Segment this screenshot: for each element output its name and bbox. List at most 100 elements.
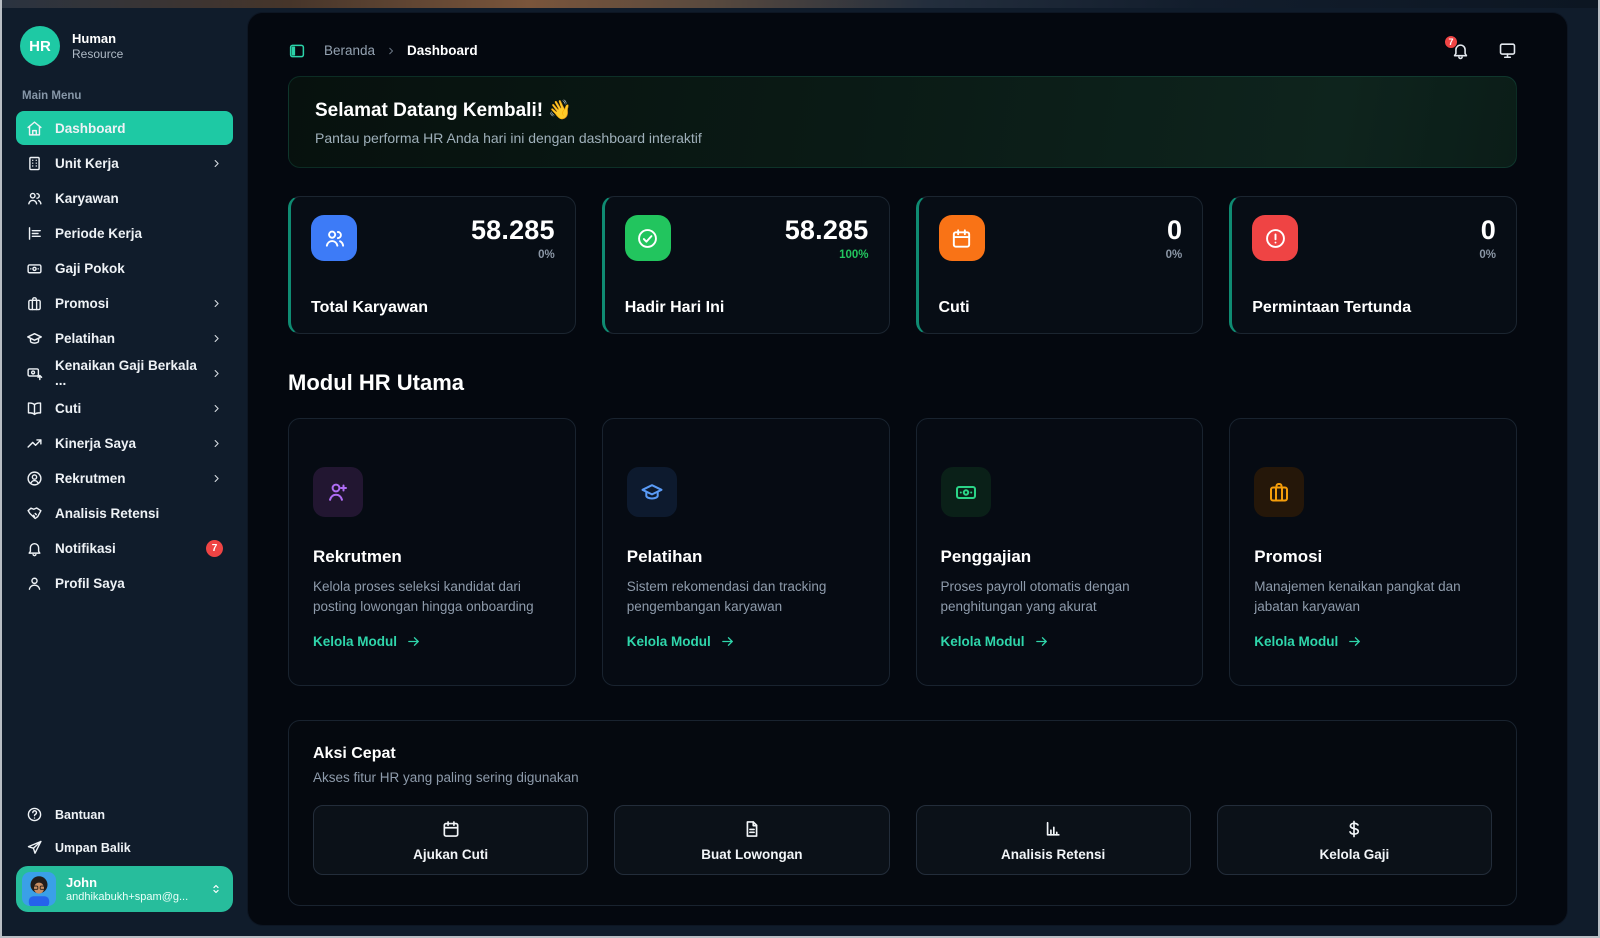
- sidebar-item-gaji-pokok[interactable]: Gaji Pokok: [16, 251, 233, 285]
- book-open-icon: [26, 400, 43, 417]
- arrow-right-icon: [406, 634, 421, 649]
- module-desc: Sistem rekomendasi dan tracking pengemba…: [626, 579, 827, 615]
- sidebar-item-periode-kerja[interactable]: Periode Kerja: [16, 216, 233, 250]
- briefcase-icon: [1254, 467, 1305, 517]
- module-link-rekrutmen[interactable]: Kelola Modul: [313, 634, 551, 649]
- banknote-icon: [940, 467, 991, 517]
- module-card-promosi: Promosi Manajemen kenaikan pangkat dan j…: [1229, 418, 1517, 686]
- module-title: Penggajian: [940, 547, 1032, 566]
- sidebar-item-label: Karyawan: [55, 190, 119, 206]
- help-circle-icon: [26, 806, 43, 823]
- brand: HR Human Resource: [16, 22, 233, 86]
- stat-card-hadir-hari-ini: 58.285 100% Hadir Hari Ini: [601, 196, 890, 334]
- sidebar-item-label: Profil Saya: [55, 575, 125, 591]
- quick-action-buat-lowongan[interactable]: Buat Lowongan: [614, 805, 890, 875]
- chevron-right-icon: [210, 402, 223, 415]
- stat-label: Permintaan Tertunda: [1252, 299, 1412, 316]
- sidebar-item-label: Promosi: [55, 295, 110, 311]
- module-title: Rekrutmen: [313, 547, 402, 566]
- users-icon: [26, 190, 43, 207]
- sidebar-item-kinerja-saya[interactable]: Kinerja Saya: [16, 426, 233, 460]
- breadcrumb-home[interactable]: Beranda: [324, 43, 376, 58]
- content-panel: Beranda Dashboard 7: [247, 12, 1568, 926]
- monitor-icon: [1498, 41, 1517, 60]
- display-mode-button[interactable]: [1498, 41, 1517, 60]
- quick-actions-title: Aksi Cepat: [313, 745, 396, 762]
- top-bar: Beranda Dashboard 7: [288, 35, 1517, 60]
- chevrons-up-down-icon: [209, 882, 223, 896]
- sidebar-item-label: Analisis Retensi: [55, 505, 160, 521]
- quick-action-label: Kelola Gaji: [1319, 846, 1390, 862]
- stat-label: Hadir Hari Ini: [624, 299, 725, 316]
- arrow-right-icon: [720, 634, 735, 649]
- quick-action-kelola-gaji[interactable]: Kelola Gaji: [1216, 805, 1492, 875]
- notification-count-badge: 7: [1444, 35, 1458, 49]
- bar-chart-icon: [1043, 819, 1063, 839]
- stat-card-permintaan-tertunda: 0 0% Permintaan Tertunda: [1229, 196, 1517, 334]
- stat-percent: 0%: [1165, 249, 1183, 261]
- quick-action-analisis-retensi[interactable]: Analisis Retensi: [915, 805, 1191, 875]
- brand-line2: Resource: [72, 47, 124, 62]
- dollar-icon: [1344, 819, 1364, 839]
- sidebar-item-notifikasi[interactable]: Notifikasi 7: [16, 531, 233, 565]
- sidebar-item-karyawan[interactable]: Karyawan: [16, 181, 233, 215]
- modules-row: Rekrutmen Kelola proses seleksi kandidat…: [288, 418, 1517, 686]
- chevron-right-icon: [210, 157, 223, 170]
- sidebar-item-dashboard[interactable]: Dashboard: [16, 111, 233, 145]
- quick-action-ajukan-cuti[interactable]: Ajukan Cuti: [313, 805, 589, 875]
- notifications-button[interactable]: 7: [1444, 35, 1470, 60]
- module-link-penggajian[interactable]: Kelola Modul: [941, 634, 1179, 649]
- trending-up-icon: [26, 435, 43, 452]
- module-title: Pelatihan: [626, 547, 703, 566]
- quick-actions-subtitle: Akses fitur HR yang paling sering diguna…: [313, 770, 579, 785]
- sidebar-item-kenaikan-gaji[interactable]: Kenaikan Gaji Berkala ...: [16, 356, 233, 390]
- stat-value: 58.285: [784, 215, 869, 245]
- module-link-pelatihan[interactable]: Kelola Modul: [627, 634, 865, 649]
- user-plus-icon: [313, 467, 363, 517]
- module-desc: Manajemen kenaikan pangkat dan jabatan k…: [1254, 579, 1461, 615]
- sidebar-item-cuti[interactable]: Cuti: [16, 391, 233, 425]
- user-menu[interactable]: John andhikabukh+spam@g...: [16, 866, 233, 912]
- sidebar-item-label: Rekrutmen: [55, 470, 126, 486]
- quick-action-label: Ajukan Cuti: [413, 846, 489, 862]
- bell-icon: [26, 540, 43, 557]
- sidebar-item-label: Gaji Pokok: [55, 260, 125, 276]
- sidebar-item-label: Pelatihan: [55, 330, 116, 346]
- briefcase-icon: [26, 295, 43, 312]
- sidebar-item-analisis-retensi[interactable]: Analisis Retensi: [16, 496, 233, 530]
- sidebar-item-profil-saya[interactable]: Profil Saya: [16, 566, 233, 600]
- chevron-right-icon: [210, 332, 223, 345]
- sidebar-item-unit-kerja[interactable]: Unit Kerja: [16, 146, 233, 180]
- module-link-label: Kelola Modul: [1254, 633, 1339, 649]
- quick-action-label: Buat Lowongan: [701, 846, 803, 862]
- quick-action-label: Analisis Retensi: [1000, 846, 1106, 862]
- module-card-penggajian: Penggajian Proses payroll otomatis denga…: [915, 418, 1204, 686]
- module-desc: Kelola proses seleksi kandidat dari post…: [313, 579, 534, 615]
- chevron-right-icon: [385, 45, 397, 57]
- module-link-promosi[interactable]: Kelola Modul: [1254, 634, 1492, 649]
- sidebar-item-rekrutmen[interactable]: Rekrutmen: [16, 461, 233, 495]
- graduation-cap-icon: [26, 330, 43, 347]
- stat-value: 0: [1167, 215, 1183, 245]
- sidebar-toggle-icon[interactable]: [288, 42, 306, 60]
- module-link-label: Kelola Modul: [626, 633, 711, 649]
- sidebar: HR Human Resource Main Menu Dashboard Un…: [2, 8, 247, 936]
- sidebar-item-label: Umpan Balik: [55, 840, 131, 855]
- avatar: [22, 872, 56, 906]
- menu-section-label: Main Menu: [22, 90, 82, 102]
- section-title-modul-hr-utama: Modul HR Utama: [288, 370, 464, 395]
- arrow-right-icon: [1347, 634, 1362, 649]
- sidebar-item-pelatihan[interactable]: Pelatihan: [16, 321, 233, 355]
- sidebar-item-umpan-balik[interactable]: Umpan Balik: [16, 833, 233, 862]
- main-menu: Dashboard Unit Kerja Karyawan Periode Ke…: [16, 111, 233, 600]
- stat-card-cuti: 0 0% Cuti: [915, 196, 1204, 334]
- rows-icon: [26, 225, 43, 242]
- sidebar-item-bantuan[interactable]: Bantuan: [16, 800, 233, 829]
- chevron-right-icon: [210, 297, 223, 310]
- breadcrumb: Beranda Dashboard: [324, 43, 478, 58]
- sidebar-item-label: Unit Kerja: [55, 155, 119, 171]
- sidebar-item-promosi[interactable]: Promosi: [16, 286, 233, 320]
- stat-value: 58.285: [470, 215, 555, 245]
- calendar-icon: [938, 215, 985, 261]
- hr-logo: HR: [20, 26, 60, 66]
